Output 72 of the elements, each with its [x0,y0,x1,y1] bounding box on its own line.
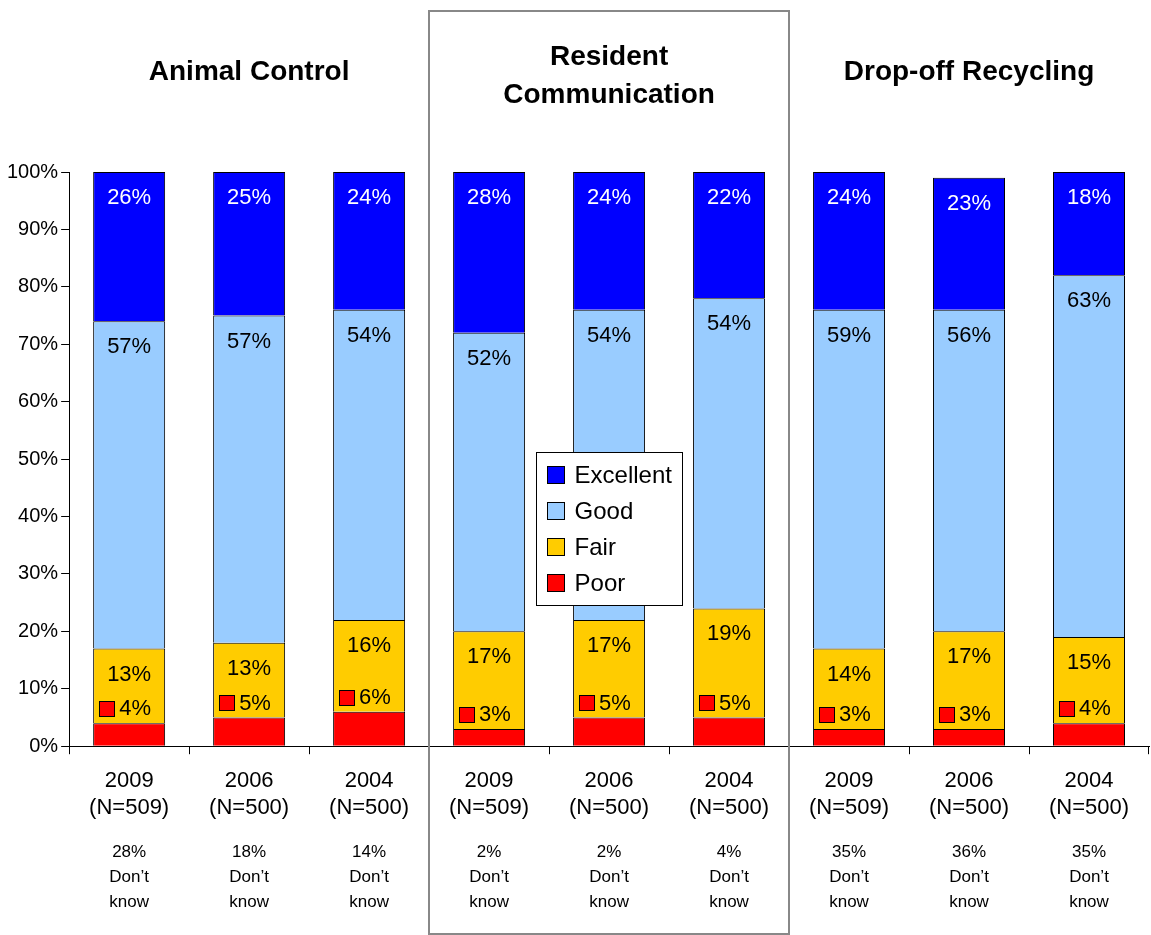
data-label: 18% [1066,184,1112,210]
data-label: 56% [947,321,992,347]
data-label: 23% [947,189,992,215]
x-tick-label: 2006 (N=500) [928,767,1010,819]
x-tick-label: 2004 (N=500) [689,767,770,819]
data-label: 16% [347,631,392,657]
text: 2% Don’t know [469,841,510,911]
y-tick-label: 100% [7,159,59,182]
data-label: 17% [587,631,632,657]
y-tick-label: 20% [18,618,59,641]
data-label: 17% [947,643,992,669]
data-label: 24% [587,184,632,210]
data-label: 3% [839,701,871,727]
data-label: 28% [467,184,512,210]
text: Drop-off Recycling [843,54,1095,86]
data-label: 24% [827,184,872,210]
data-label: 15% [1066,649,1112,675]
legend-label: Poor [574,569,626,598]
x-tick-label: 2004 (N=500) [1048,767,1130,819]
data-label: 13% [107,660,152,686]
data-label: 3% [959,701,991,727]
data-label: 5% [239,689,271,715]
y-tick-label: 80% [18,274,59,297]
text: 18% Don’t know [229,841,270,911]
data-label: 5% [719,689,751,715]
text: 35% Don’t know [829,841,870,911]
data-label: 54% [587,321,632,347]
data-label: 57% [107,333,152,359]
y-tick-label: 0% [29,733,59,756]
data-label: 4% [119,695,151,721]
data-label: 3% [479,701,511,727]
text: 14% Don’t know [349,841,390,911]
data-label: 19% [707,620,752,646]
data-label: 54% [347,321,392,347]
text: 28% Don’t know [109,841,150,911]
text: Resident Communication [503,39,715,109]
data-label: 13% [227,654,272,680]
data-label: 6% [359,683,391,709]
text: 36% Don’t know [949,841,990,911]
data-label: 24% [347,184,392,210]
data-label: 54% [707,310,752,336]
x-tick-label: 2006 (N=500) [209,767,290,819]
text: 35% Don’t know [1069,841,1110,911]
x-tick-label: 2006 (N=500) [569,767,650,819]
x-tick-label: 2004 (N=500) [329,767,410,819]
y-tick-label: 30% [18,561,59,584]
y-tick-label: 10% [18,676,59,699]
y-tick-label: 60% [18,389,59,412]
data-label: 26% [107,184,152,210]
legend-label: Good [574,497,634,526]
data-label: 22% [707,184,752,210]
text: Animal Control [148,54,350,86]
y-tick-label: 90% [18,216,59,239]
data-label: 63% [1066,287,1112,313]
text: 4% Don’t know [709,841,750,911]
data-label: 17% [467,643,512,669]
data-label: 4% [1079,695,1111,721]
data-label: 14% [827,660,872,686]
data-label: 57% [227,327,272,353]
text: 2% Don’t know [589,841,630,911]
y-tick-label: 50% [18,446,59,469]
legend-label: Excellent [574,461,672,490]
x-tick-label: 2009 (N=509) [449,767,530,819]
x-tick-label: 2009 (N=509) [809,767,890,819]
legend-label: Fair [574,533,616,562]
data-label: 5% [599,689,631,715]
data-label: 52% [467,344,512,370]
y-tick-label: 70% [18,331,59,354]
x-tick-label: 2009 (N=509) [89,767,170,819]
data-label: 25% [227,184,272,210]
y-tick-label: 40% [18,504,59,527]
data-label: 59% [827,321,872,347]
